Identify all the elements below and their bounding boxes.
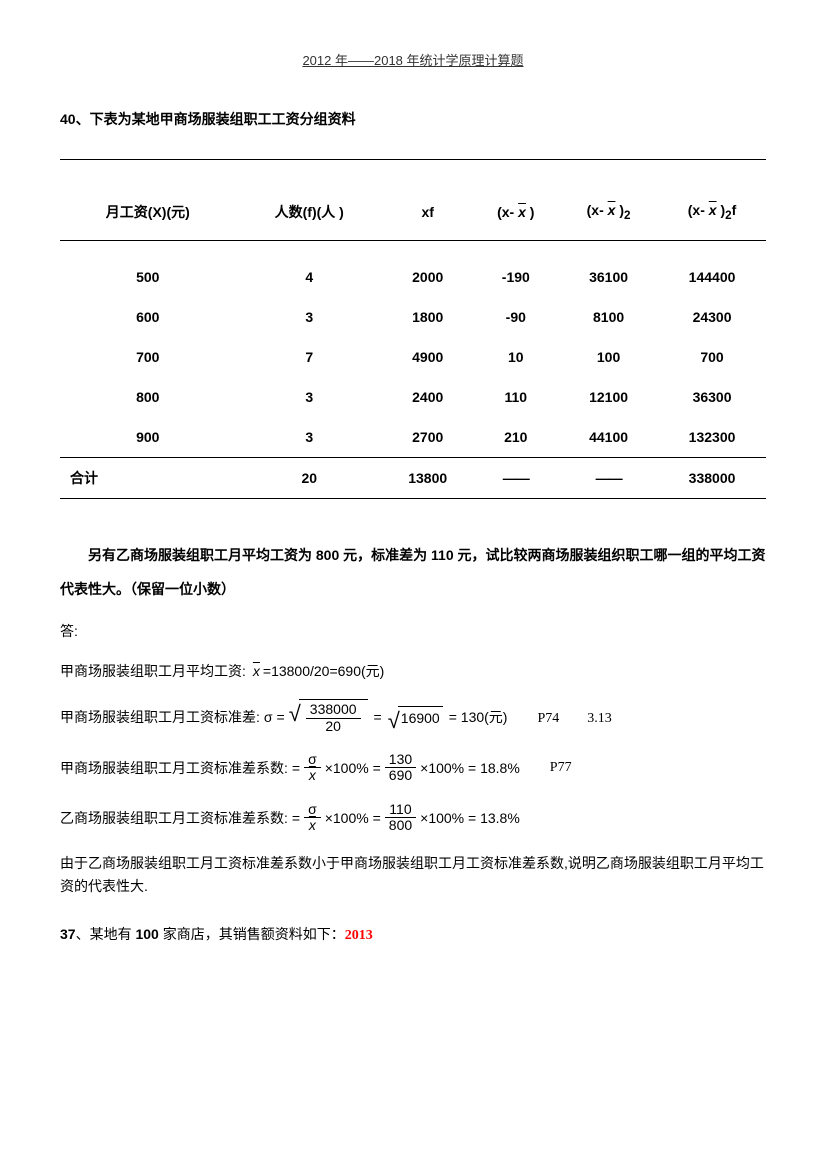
calc-mean: 甲商场服装组职工月平均工资: x =13800/20=690(元) [60,661,766,681]
answer-label: 答: [60,621,766,641]
table-row: 60031800-90810024300 [60,297,766,337]
table-total-row: 合计 20 13800 —— —— 338000 [60,458,766,499]
col-f: 人数(f)(人 ) [236,190,383,241]
col-dev2: (x- x )2 [559,190,658,241]
col-dev2f: (x- x )2f [658,190,766,241]
page-header: 2012 年——2018 年统计学原理计算题 [60,50,766,69]
page-ref: P74 3.13 [537,707,611,727]
table-row: 800324001101210036300 [60,377,766,417]
calc-stddev: 甲商场服装组职工月工资标准差: σ = √ 33800020 = √16900 … [60,699,766,734]
col-xf: xf [383,190,473,241]
col-x: 月工资(X)(元) [60,190,236,241]
wage-table: 月工资(X)(元) 人数(f)(人 ) xf (x- x ) (x- x )2 … [60,190,766,499]
question-40-title: 40、下表为某地甲商场服装组职工工资分组资料 [60,109,766,129]
rule [60,159,766,160]
col-dev: (x- x ) [473,190,560,241]
page-ref: P77 [550,760,572,776]
conclusion: 由于乙商场服装组职工月工资标准差系数小于甲商场服装组职工月工资标准差系数,说明乙… [60,852,766,900]
table-header-row: 月工资(X)(元) 人数(f)(人 ) xf (x- x ) (x- x )2 … [60,190,766,241]
table-row: 7007490010100700 [60,337,766,377]
calc-cv-b: 乙商场服装组职工月工资标准差系数: = σx ×100% = 110800 ×1… [60,802,766,834]
table-row: 50042000-19036100144400 [60,241,766,298]
calc-cv-a: 甲商场服装组职工月工资标准差系数: = σx ×100% = 130690 ×1… [60,752,766,784]
table-row: 9003270021044100132300 [60,417,766,458]
sub-question: 另有乙商场服装组职工月平均工资为 800 元，标准差为 110 元，试比较两商场… [60,539,766,606]
question-37-title: 37、某地有 100 家商店，其销售额资料如下：2013 [60,924,766,944]
